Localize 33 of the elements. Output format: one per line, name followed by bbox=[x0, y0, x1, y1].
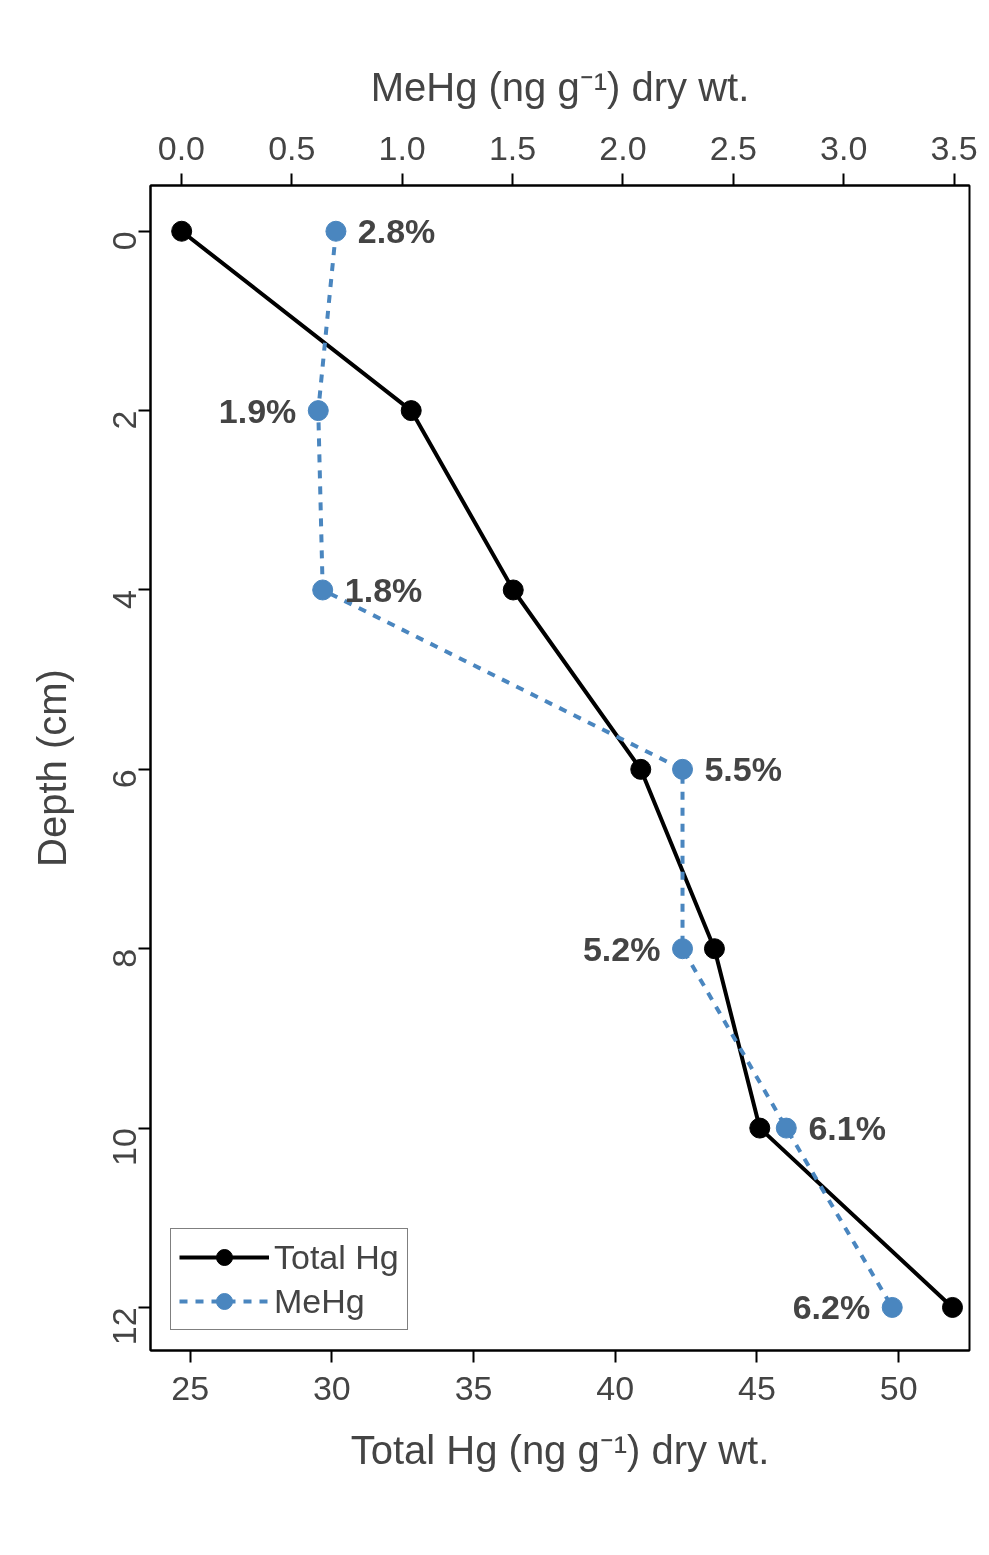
annotation: 1.8% bbox=[344, 570, 423, 609]
y-tick-label: 8 bbox=[105, 948, 143, 968]
x-axis-title: Total Hg (ng g⁻¹) dry wt. bbox=[350, 1427, 770, 1472]
x2-tick-label: 2.5 bbox=[709, 128, 757, 167]
annotation: 2.8% bbox=[357, 212, 436, 251]
annotation: 6.2% bbox=[792, 1288, 871, 1327]
x-tick-label: 50 bbox=[879, 1368, 918, 1407]
x-tick-label: 25 bbox=[171, 1368, 210, 1407]
x2-tick-label: 3.0 bbox=[820, 128, 868, 167]
y-tick-label: 6 bbox=[105, 769, 143, 789]
y-tick-label: 12 bbox=[105, 1307, 143, 1346]
x-tick-label: 30 bbox=[312, 1368, 351, 1407]
x-tick-label: 40 bbox=[596, 1368, 635, 1407]
x2-tick-label: 1.5 bbox=[488, 128, 537, 167]
x2-tick-label: 0.5 bbox=[268, 128, 316, 167]
x2-axis-title: MeHg (ng g⁻¹) dry wt. bbox=[370, 64, 750, 109]
x2-tick-label: 1.0 bbox=[378, 128, 426, 167]
legend-label: Total Hg bbox=[274, 1237, 399, 1277]
annotation: 6.1% bbox=[808, 1109, 886, 1148]
y-axis-title: Depth (cm) bbox=[29, 669, 74, 867]
x2-tick-label: 3.5 bbox=[930, 128, 978, 167]
annotation: 5.2% bbox=[582, 929, 661, 968]
y-tick-label: 10 bbox=[105, 1128, 143, 1166]
y-tick-label: 2 bbox=[105, 410, 143, 430]
y-tick-label: 4 bbox=[105, 589, 143, 609]
x-tick-label: 45 bbox=[738, 1368, 776, 1407]
x2-tick-label: 2.0 bbox=[599, 128, 647, 167]
x-tick-label: 35 bbox=[454, 1368, 493, 1407]
annotation: 1.9% bbox=[218, 391, 297, 430]
y-tick-label: 0 bbox=[105, 231, 143, 251]
legend-label: MeHg bbox=[274, 1281, 365, 1321]
x2-tick-label: 0.0 bbox=[157, 128, 206, 167]
annotation: 5.5% bbox=[704, 750, 782, 789]
